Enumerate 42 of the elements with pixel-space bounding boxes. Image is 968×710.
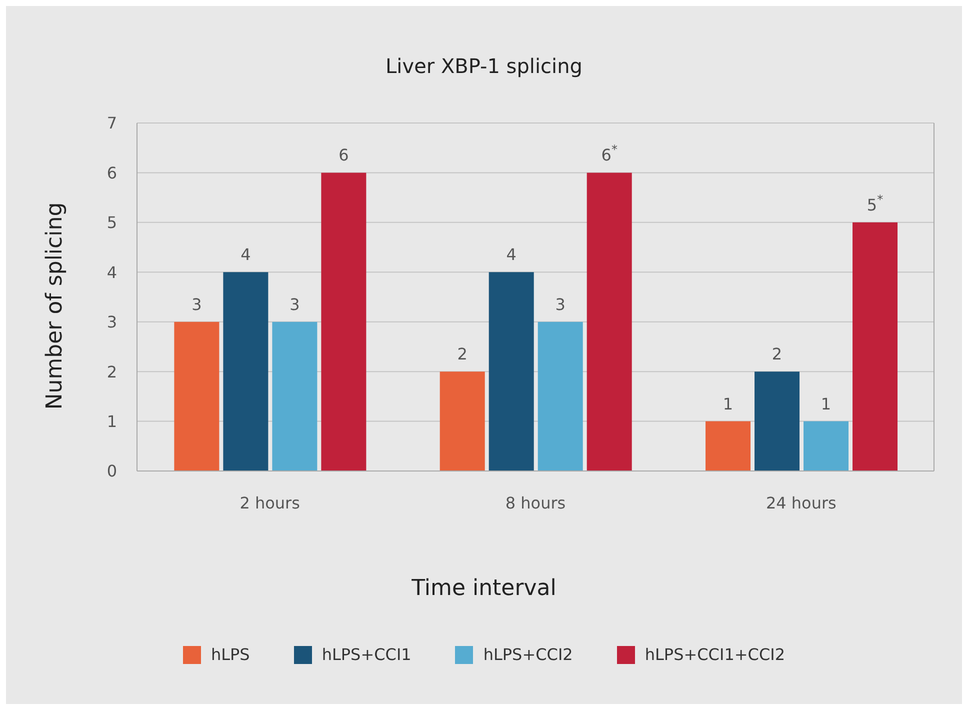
data-label: 3 [555,294,566,314]
bar [321,172,366,471]
chart-title: Liver XBP-1 splicing [384,54,584,78]
data-label: 4 [240,245,251,264]
bar [538,322,583,471]
legend-label: hLPS+CCI1+CCI2 [644,645,786,664]
bar [804,421,849,471]
data-label: 1 [722,394,734,414]
x-tick-label: 8 hours [505,493,566,512]
x-tick-label: 24 hours [766,493,836,512]
y-tick-label: 1 [106,412,117,431]
bar [754,372,800,471]
bar [706,421,751,471]
x-axis-title: Time interval [410,576,558,601]
y-tick-label: 3 [106,312,117,332]
legend-label: hLPS+CCI1 [322,645,412,664]
data-label: 1 [820,394,832,414]
y-axis-title: Number of splicing [42,202,68,410]
y-tick-label: 7 [106,114,117,133]
x-tick-label: 2 hours [240,493,300,512]
data-label: 5$^{*}$ [866,192,884,214]
data-label: 3 [290,294,300,314]
bar [852,222,898,471]
bar [586,172,632,471]
data-label: 2 [772,344,782,364]
data-label: 3 [192,294,202,314]
bar [272,322,318,471]
bar [223,272,268,471]
y-tick-label: 4 [106,262,117,282]
bar [440,372,485,471]
y-tick-label: 0 [106,462,117,481]
y-tick-label: 5 [106,213,117,232]
legend-label: hLPS+CCI2 [483,645,573,664]
y-tick-label: 2 [106,362,117,382]
y-tick-label: 6 [106,163,117,182]
data-label: 6 [338,146,349,165]
bar [174,322,220,471]
legend-label: hLPS [210,645,250,664]
data-label: 2 [457,344,468,364]
data-label: 4 [506,245,516,264]
bar [488,272,534,471]
data-label: 6$^{*}$ [601,142,618,165]
